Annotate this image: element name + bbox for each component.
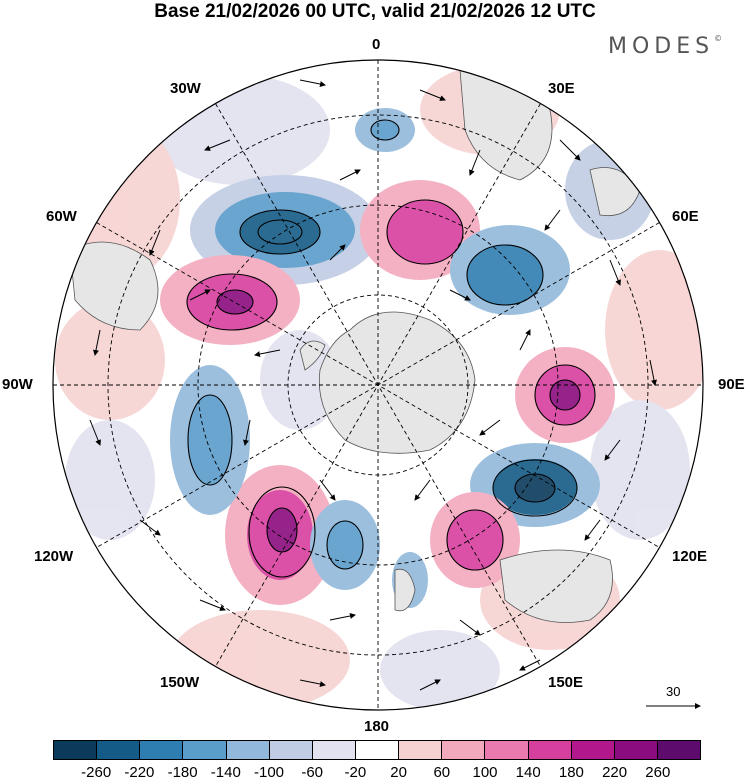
brand-text: MODES [608,34,715,59]
lon-label-120w: 120W [34,548,74,565]
colorbar [53,740,701,760]
colorbar-swatch [269,741,313,759]
lon-label-60e: 60E [672,208,699,225]
australia [499,549,613,623]
contours [186,119,596,578]
lon-label-0: 0 [372,36,381,53]
brand-mark: © [714,34,723,43]
colorbar-swatch [528,741,572,759]
land-masses [69,67,641,623]
graticule [53,60,703,710]
colorbar-tick-label: 60 [433,764,451,781]
colorbar-tick-label: 100 [472,764,498,781]
colorbar-swatch [312,741,356,759]
lon-label-30w: 30W [170,80,201,97]
colorbar-swatch [355,741,400,759]
reference-vector-label: 30 [666,684,681,699]
lon-label-150e: 150E [548,674,584,691]
lon-label-90e: 90E [718,376,745,393]
colorbar-swatch [614,741,658,759]
lon-label-30e: 30E [548,80,575,97]
colorbar-swatch [399,741,443,759]
colorbar-tick-label: -220 [124,764,155,781]
south-america [69,241,159,331]
antarctica [318,311,476,454]
colorbar-swatch [183,741,227,759]
colorbar-swatch [140,741,184,759]
colorbar-tick-label: -60 [301,764,324,781]
new-zealand [394,568,416,612]
colorbar-tick-label: 220 [602,764,628,781]
brand-logo: MODES© [608,34,722,59]
colorbar-tick-label: -100 [253,764,285,781]
map-title: Base 21/02/2026 00 UTC, valid 21/02/2026… [154,1,596,22]
colorbar-swatch [657,741,701,759]
colorbar-ticks: -260 -220 -180 -140 -100 -60 -20 20 60 100 140 180 2… [53,764,701,782]
colorbar-tick-label: -180 [167,764,198,781]
colorbar-swatch [485,741,529,759]
colorbar-tick-label: 20 [390,764,407,781]
lon-label-180: 180 [364,718,390,735]
lon-label-150w: 150W [160,674,200,691]
map-boundary [52,59,704,711]
colorbar-swatch [226,741,270,759]
colorbar-tick-label: 140 [515,764,541,781]
colorbar-tick-label: 260 [645,764,671,781]
colorbar-swatch [571,741,615,759]
lon-label-60w: 60W [46,208,77,225]
wind-vectors [89,79,657,691]
colorbar-swatch [442,741,486,759]
lon-label-120e: 120E [672,548,708,565]
colorbar-tick-label: -140 [210,764,241,781]
lon-label-90w: 90W [2,376,33,393]
colorbar-tick-label: 180 [558,764,584,781]
antarctic-peninsula [299,340,326,371]
colorbar-swatch [54,741,98,759]
colorbar-tick-label: -20 [344,764,367,781]
colorbar-tick-label: -260 [81,764,112,781]
colorbar-swatch [97,741,141,759]
